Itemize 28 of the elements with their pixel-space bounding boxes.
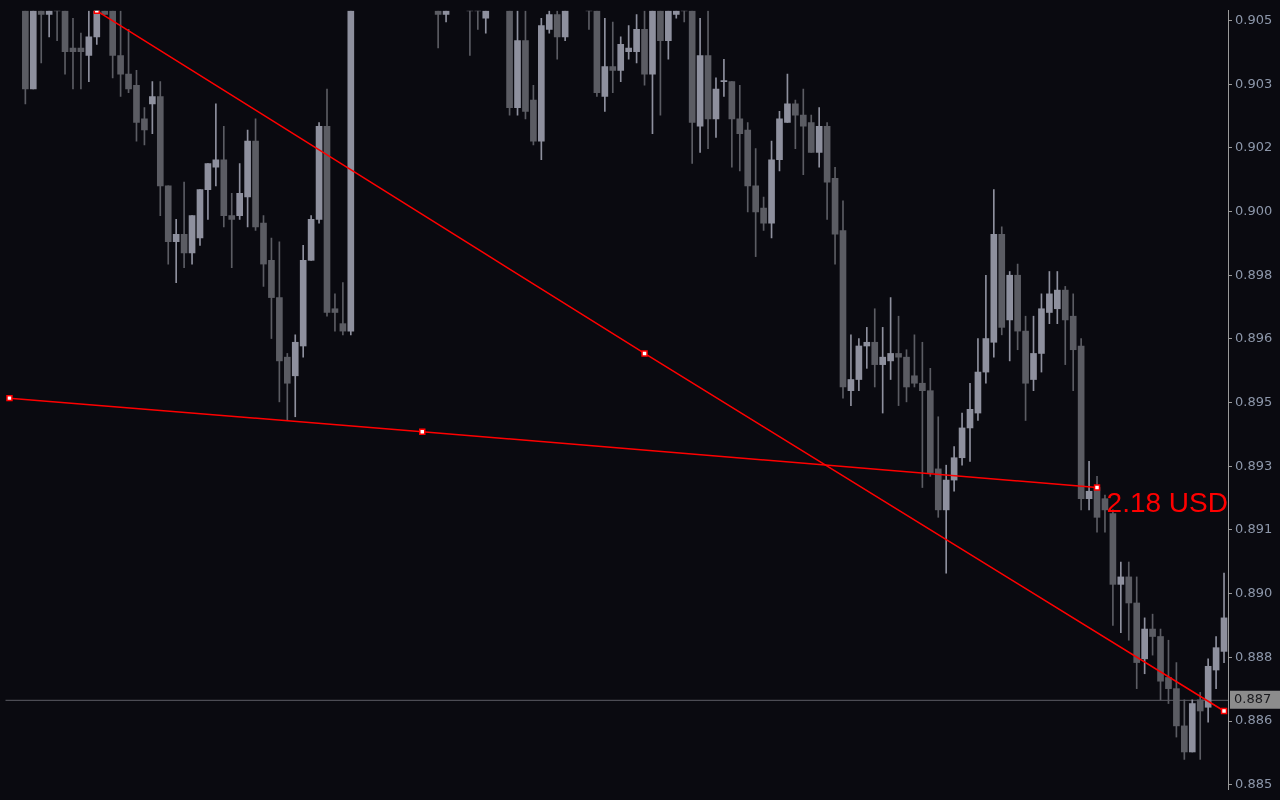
candlestick xyxy=(609,21,617,94)
candlestick xyxy=(212,103,220,187)
candlestick xyxy=(37,10,45,64)
y-tick-label: 0.885 xyxy=(1235,776,1273,792)
y-tick-label: 0.900 xyxy=(1235,202,1273,218)
y-tick-label: 0.893 xyxy=(1235,457,1273,473)
candlestick xyxy=(847,334,855,406)
y-tick-label: 0.891 xyxy=(1235,521,1273,537)
candlestick xyxy=(863,327,871,369)
candlestick xyxy=(331,293,339,332)
y-tick-label: 0.896 xyxy=(1235,330,1273,346)
y-tick-label: 0.890 xyxy=(1235,585,1273,601)
annotation: 2.18 USD xyxy=(1106,487,1228,519)
candlestick xyxy=(720,58,728,97)
point xyxy=(6,394,13,402)
y-tick-label: 0.888 xyxy=(1235,648,1273,664)
point xyxy=(641,350,648,357)
candlestick xyxy=(172,219,180,284)
y-tick-label: 0.895 xyxy=(1235,393,1273,409)
y-tick-label: 0.898 xyxy=(1235,266,1273,282)
point xyxy=(419,428,426,435)
ref-line-label: 0.887 xyxy=(1234,691,1272,707)
point xyxy=(1093,484,1101,491)
point xyxy=(1220,707,1228,715)
y-tick-label: 0.903 xyxy=(1235,75,1273,91)
y-tick-label: 0.905 xyxy=(1235,11,1273,27)
y-tick-label: 0.886 xyxy=(1235,712,1273,728)
y-tick-label: 0.902 xyxy=(1235,139,1273,155)
